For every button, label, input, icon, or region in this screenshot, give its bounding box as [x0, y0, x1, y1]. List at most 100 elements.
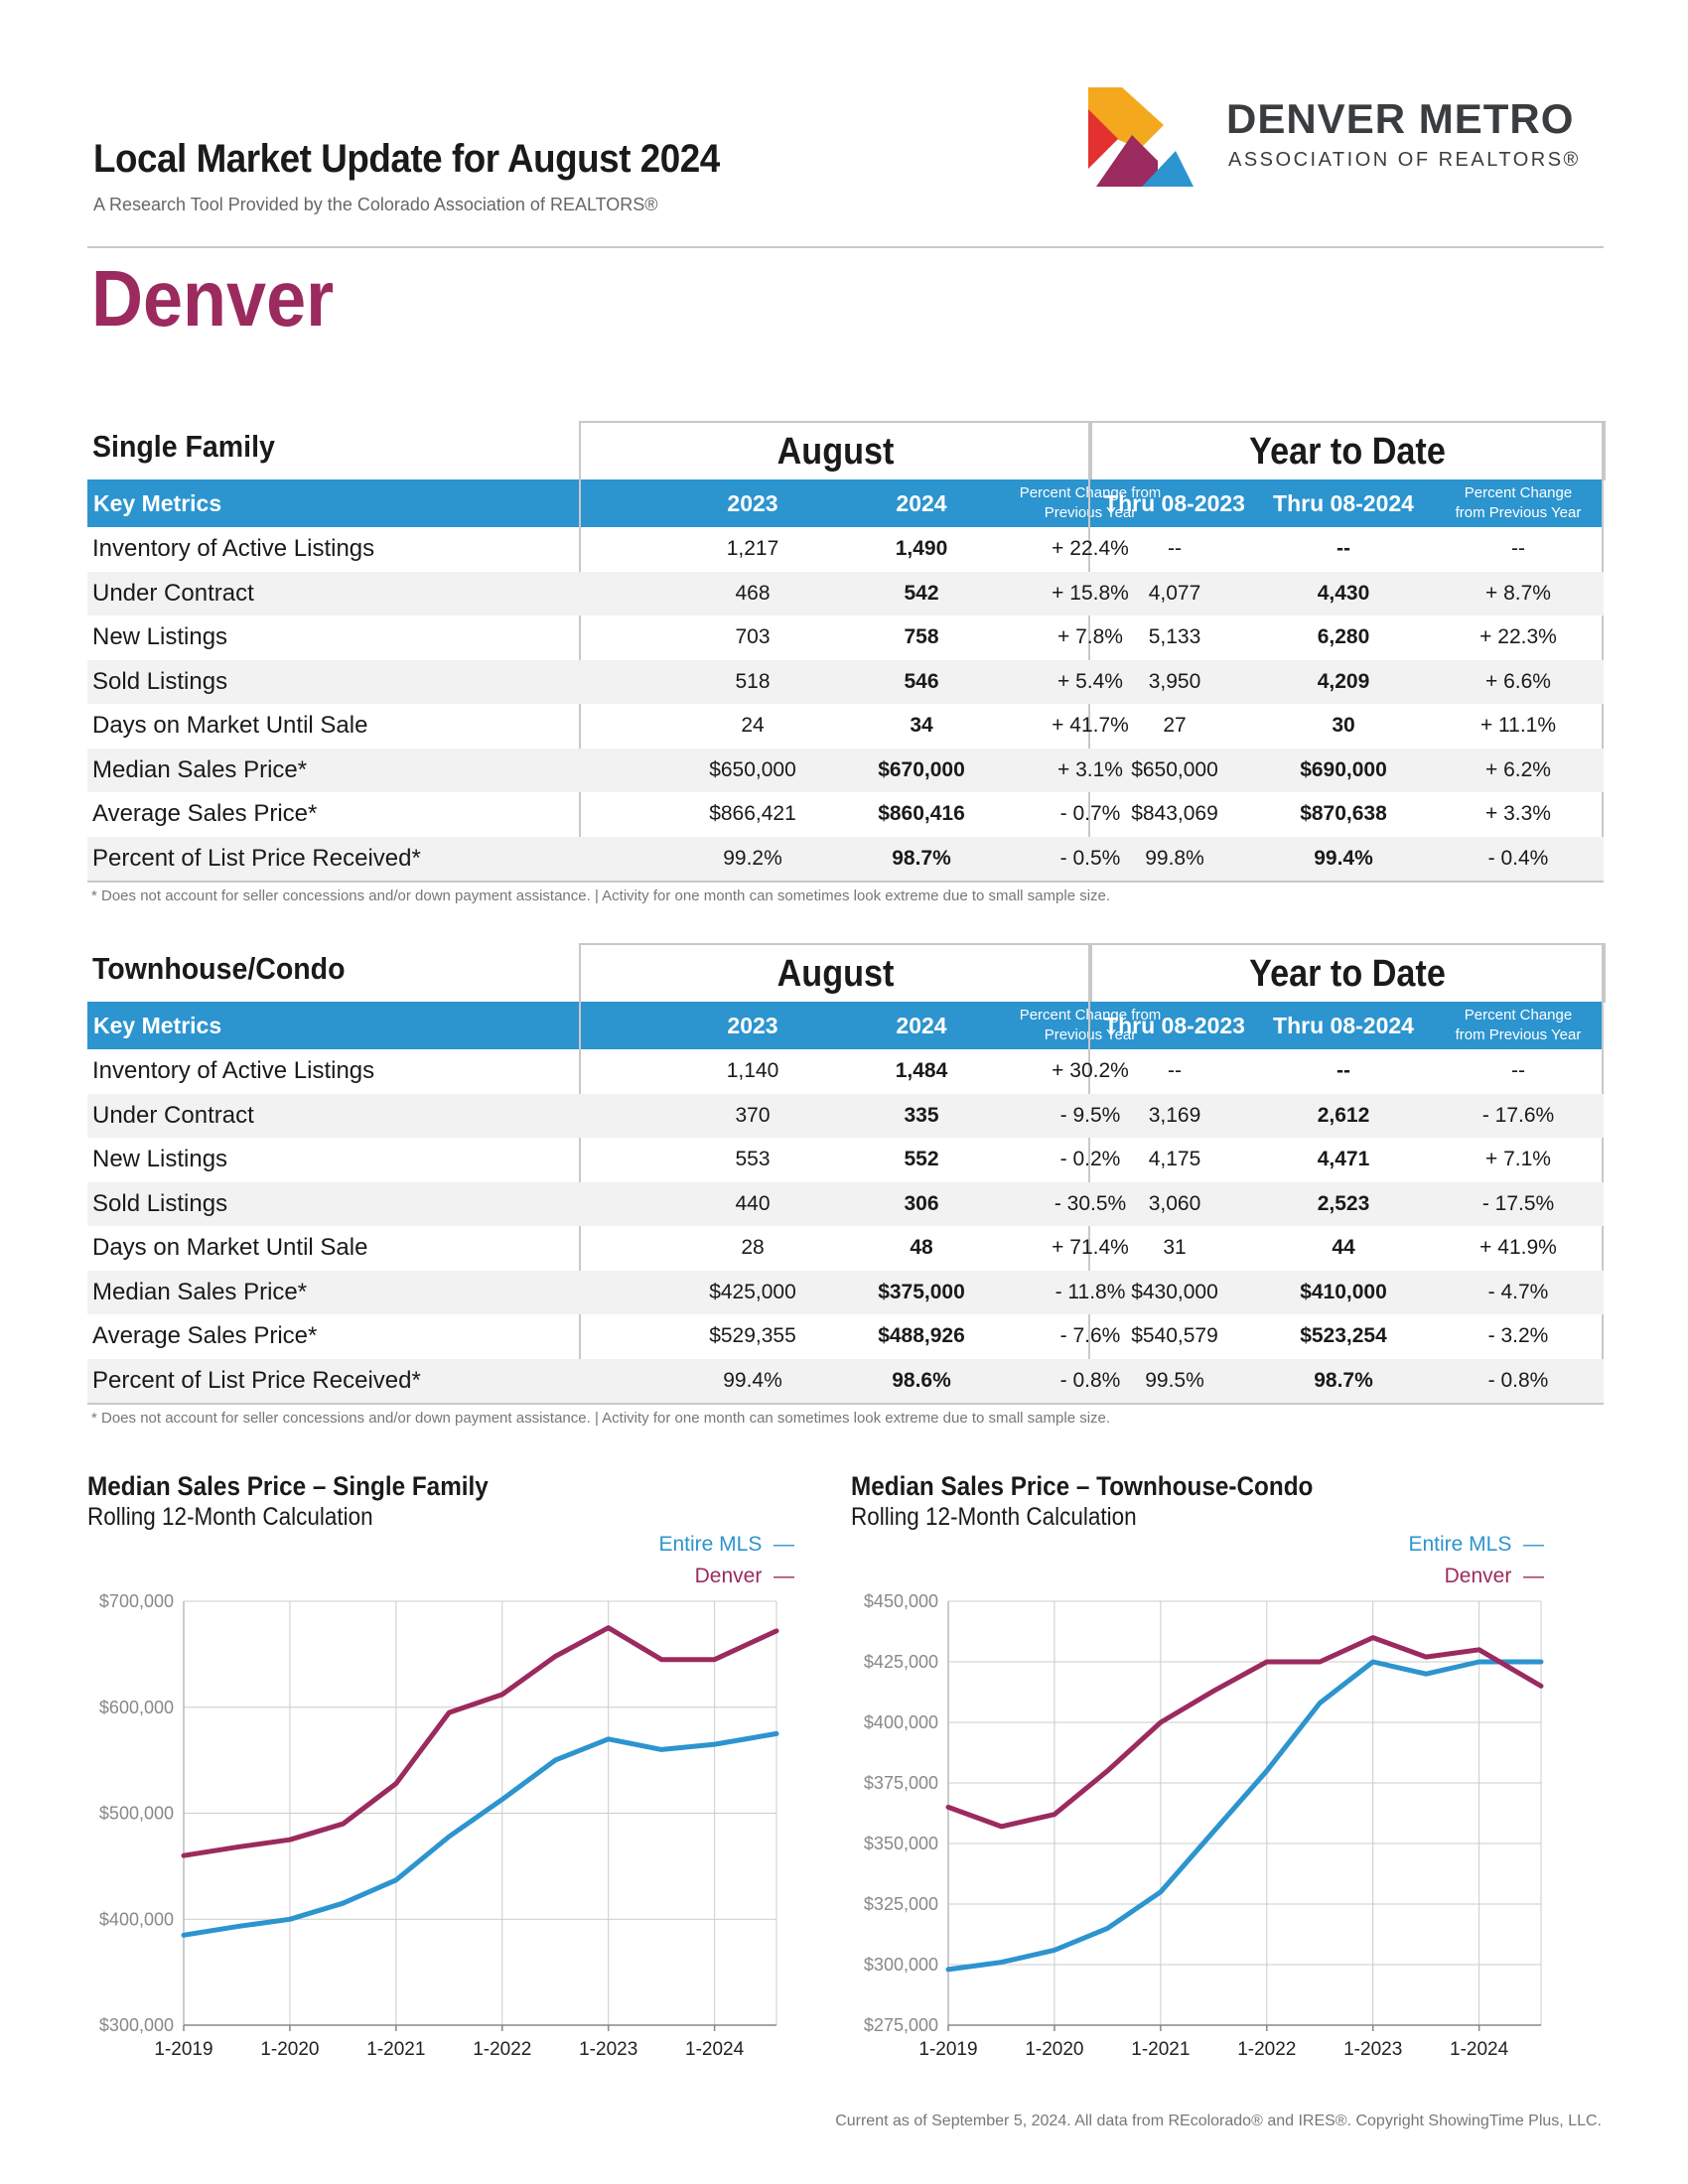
th-cell-y24: -- — [1336, 1059, 1350, 1082]
sf-cell-a23: 1,217 — [726, 537, 779, 560]
sf-cell-apc: + 7.8% — [1057, 625, 1123, 648]
sf-cell-metric: Percent of List Price Received* — [92, 844, 421, 872]
th-key-metrics-header: Key Metrics — [93, 1013, 222, 1038]
sf-cell-a24: $670,000 — [878, 757, 965, 781]
th-cell-a23: 99.4% — [723, 1368, 782, 1392]
sf-cell-y23: 3,950 — [1148, 669, 1201, 693]
th-cell-a24: 1,484 — [895, 1059, 948, 1082]
table-row: Median Sales Price* $425,000 $375,000 - 11.… — [87, 1270, 1604, 1314]
th-cell-ypc: + 41.9% — [1479, 1236, 1557, 1259]
th-cell-metric: Days on Market Until Sale — [92, 1234, 368, 1261]
sf-cell-apc: + 5.4% — [1057, 669, 1123, 693]
sf-cell-y24: $870,638 — [1300, 802, 1387, 825]
chart2-ytick-label: $275,000 — [864, 2015, 938, 2035]
sf-cell-a23: 518 — [735, 669, 771, 693]
th-ytd-title: Year to Date — [1249, 953, 1446, 995]
th-header-row: Key Metrics 2023 2024 Percent Change fro… — [87, 1002, 1604, 1049]
chart2-xtick-label: 1-2022 — [1237, 2039, 1296, 2060]
th-cell-apc: - 30.5% — [1054, 1191, 1127, 1215]
th-cell-apc: + 71.4% — [1052, 1236, 1129, 1259]
chart1-svg: $700,000 $600,000 $500,000 $400,000 $300,000… — [99, 1591, 779, 2060]
chart1-legend-denver-label: Denver — [694, 1565, 763, 1587]
th-cell-apc: - 9.5% — [1059, 1103, 1121, 1127]
sf-cell-a24: 1,490 — [895, 537, 948, 560]
sf-cell-a23: $650,000 — [709, 757, 796, 781]
th-cell-apc: - 0.8% — [1059, 1368, 1121, 1392]
sf-cell-metric: Average Sales Price* — [92, 800, 318, 827]
table-row: New Listings 553 552 - 0.2% 4,175 4,471 + 7.1% — [87, 1138, 1604, 1182]
sf-cell-apc: - 0.5% — [1059, 846, 1121, 870]
table-row: Days on Market Until Sale 24 34 + 41.7% 27 30… — [87, 704, 1604, 749]
chart2-title: Median Sales Price – Townhouse-Condo — [851, 1471, 1314, 1501]
sf-cell-a23: $866,421 — [709, 802, 796, 825]
th-cell-a23: 1,140 — [726, 1059, 779, 1082]
sf-ytd-group: Year to Date — [1089, 421, 1606, 480]
chart1-xtick-label: 1-2024 — [685, 2039, 745, 2060]
th-cell-a24: $375,000 — [878, 1280, 965, 1303]
th-cell-a24: 306 — [904, 1191, 939, 1215]
chart2-legend-denver: Denver — — [1444, 1565, 1544, 1587]
sf-cell-a24: 546 — [904, 669, 939, 693]
sf-cell-y23: 5,133 — [1148, 625, 1201, 648]
chart2-ytick-label: $350,000 — [864, 1834, 938, 1853]
th-cell-metric: Under Contract — [92, 1101, 254, 1129]
sf-ytd-title: Year to Date — [1249, 431, 1446, 473]
sf-key-metrics-header: Key Metrics — [93, 490, 222, 516]
sf-cell-y23: 4,077 — [1148, 581, 1201, 605]
th-cell-y23: $430,000 — [1131, 1280, 1218, 1303]
chart1-legend-denver: Denver — — [694, 1565, 794, 1587]
table-row: Inventory of Active Listings 1,140 1,484 + … — [87, 1049, 1604, 1094]
sf-cell-a23: 703 — [735, 625, 771, 648]
table-row: Percent of List Price Received* 99.4% 98.6… — [87, 1358, 1604, 1403]
table-row: Median Sales Price* $650,000 $670,000 + 3.1… — [87, 748, 1604, 792]
chart1-title: Median Sales Price – Single Family — [87, 1471, 489, 1501]
sf-cell-a23: 24 — [741, 714, 765, 737]
chart1-ytick-label: $600,000 — [99, 1698, 174, 1717]
sf-cell-metric: Median Sales Price* — [92, 755, 308, 783]
table-row: New Listings 703 758 + 7.8% 5,133 6,280 + 22.3… — [87, 615, 1604, 660]
th-cell-a23: 440 — [735, 1191, 771, 1215]
th-cell-a23: 370 — [735, 1103, 771, 1127]
sf-cell-ypc: + 22.3% — [1479, 625, 1557, 648]
th-col-thru2023: Thru 08-2023 — [1104, 1013, 1245, 1038]
footer-note: Current as of September 5, 2024. All dat… — [835, 2113, 1602, 2129]
sf-cell-metric: Under Contract — [92, 579, 254, 607]
chart2-xtick-label: 1-2019 — [918, 2039, 977, 2060]
chart1-series-entire-mls-line — [181, 1730, 779, 1938]
chart2-ytick-label: $425,000 — [864, 1652, 938, 1672]
th-cell-metric: Inventory of Active Listings — [92, 1057, 375, 1084]
chart2-ytick-label: $375,000 — [864, 1773, 938, 1793]
th-cell-a24: 98.6% — [892, 1368, 951, 1392]
sf-col-2024: 2024 — [896, 490, 947, 516]
th-cell-a24: 48 — [910, 1236, 933, 1259]
chart1-xtick-label: 1-2021 — [366, 2039, 425, 2060]
th-cell-y23: -- — [1168, 1059, 1182, 1082]
sf-cell-apc: - 0.7% — [1059, 802, 1121, 825]
sf-cell-y24: 4,209 — [1317, 669, 1370, 693]
th-cell-y24: $523,254 — [1300, 1324, 1387, 1347]
chart1-xtick-label: 1-2023 — [579, 2039, 637, 2060]
sf-cell-apc: + 41.7% — [1052, 714, 1129, 737]
th-cell-a23: $425,000 — [709, 1280, 796, 1303]
sf-header-row: Key Metrics 2023 2024 Percent Change fro… — [87, 479, 1604, 527]
chart2-xtick-label: 1-2023 — [1343, 2039, 1402, 2060]
chart2-xtick-label: 1-2021 — [1131, 2039, 1190, 2060]
sf-col-thru2024: Thru 08-2024 — [1273, 490, 1414, 516]
th-cell-y23: 3,060 — [1148, 1191, 1201, 1215]
chart2-series-denver-line — [945, 1635, 1544, 1830]
sf-cell-apc: + 15.8% — [1052, 581, 1129, 605]
table-row: Average Sales Price* $529,355 $488,926 - 7.… — [87, 1314, 1604, 1359]
table-row: Inventory of Active Listings 1,217 1,490 + … — [87, 527, 1604, 572]
dmar-logo-icon — [1088, 87, 1194, 187]
chart2-xtick-label: 1-2024 — [1450, 2039, 1509, 2060]
sf-table: Inventory of Active Listings 1,217 1,490 + … — [87, 421, 1604, 883]
chart1-ytick-label: $700,000 — [99, 1591, 174, 1611]
sf-cell-ypc: + 6.2% — [1485, 757, 1551, 781]
chart2-ytick-label: $325,000 — [864, 1894, 938, 1914]
sf-cell-y24: 4,430 — [1317, 581, 1370, 605]
th-cell-y24: $410,000 — [1300, 1280, 1387, 1303]
th-cell-a24: 335 — [904, 1103, 939, 1127]
sf-cell-metric: New Listings — [92, 623, 228, 650]
chart1-legend-mls: Entire MLS — — [658, 1533, 794, 1556]
th-cell-apc: - 0.2% — [1059, 1148, 1121, 1170]
